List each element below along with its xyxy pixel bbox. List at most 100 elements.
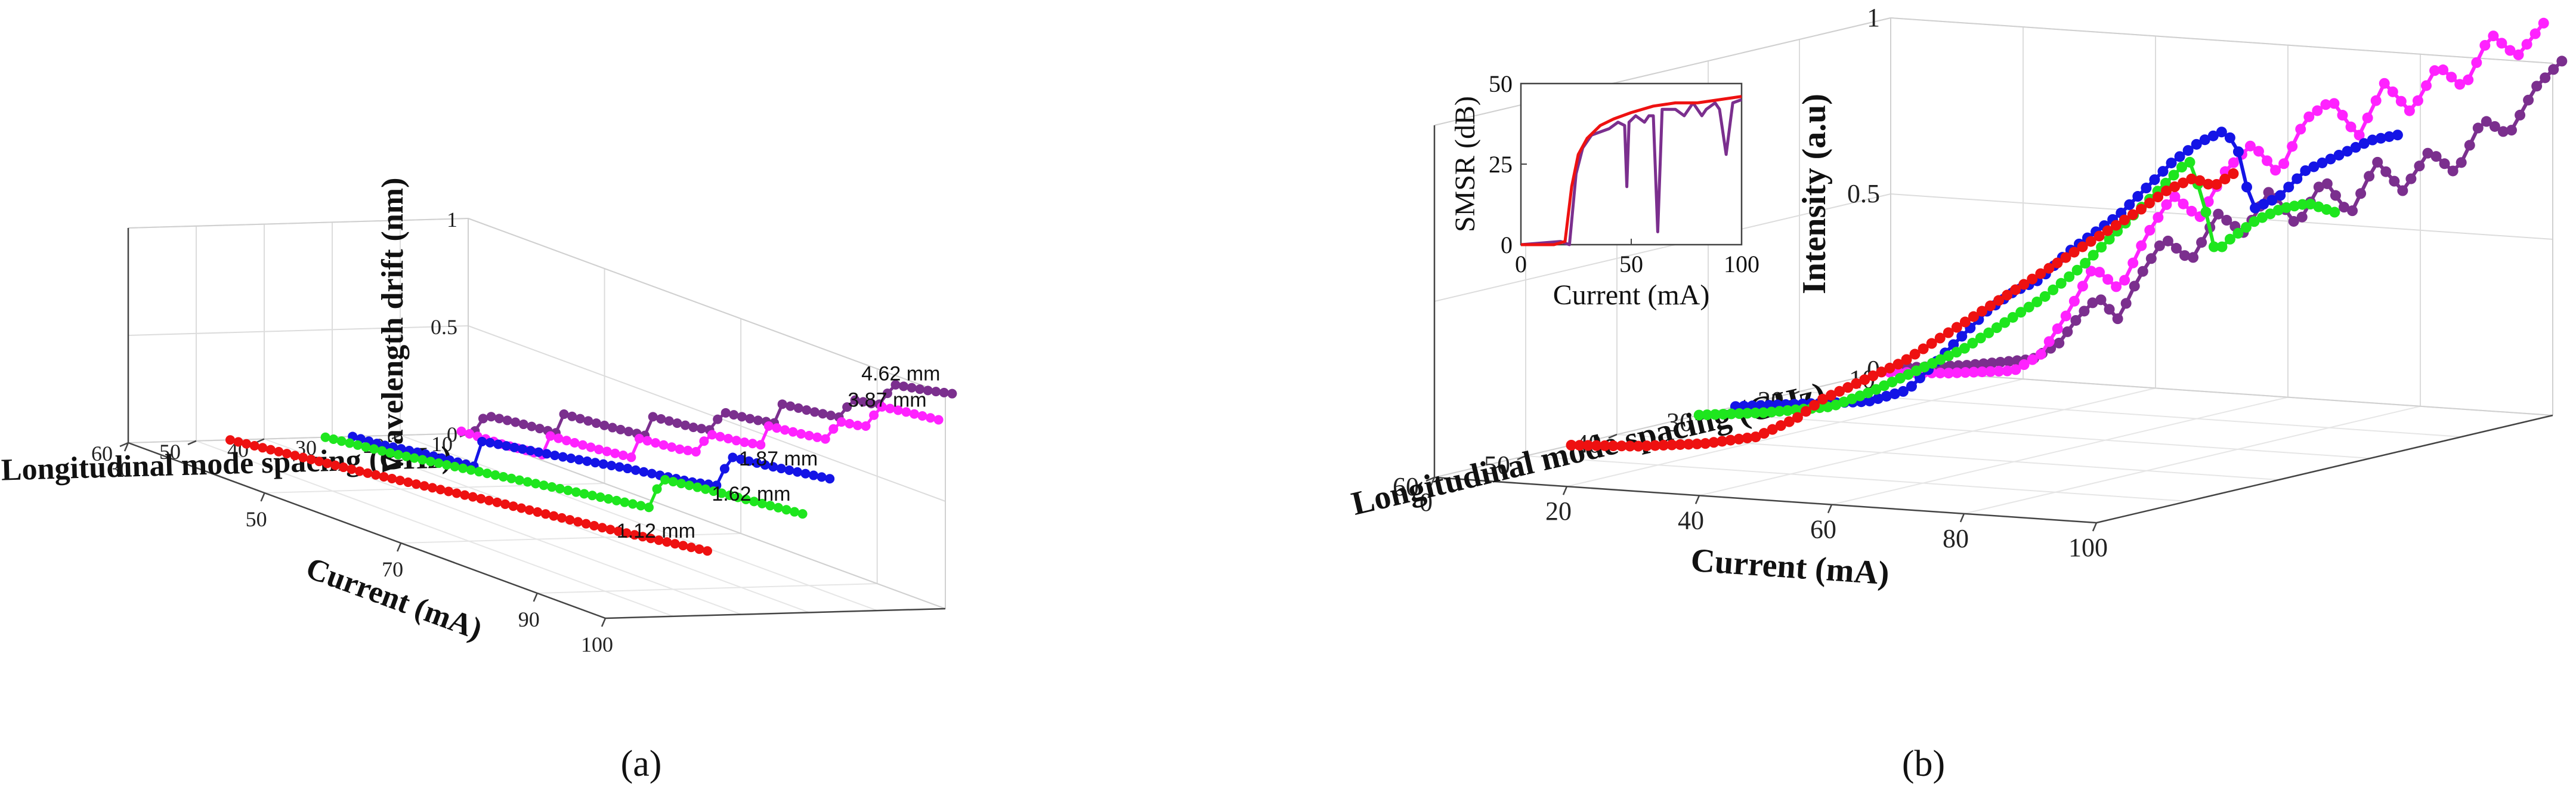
box-edge — [1890, 17, 2553, 64]
data-point — [2328, 98, 2340, 109]
data-point — [784, 465, 794, 476]
data-point — [574, 455, 584, 465]
data-point — [1968, 366, 1980, 378]
data-point — [699, 436, 709, 446]
data-point — [2228, 168, 2239, 179]
data-point — [812, 432, 822, 442]
data-point — [670, 539, 680, 549]
inset-y-tick-label: 0 — [1501, 232, 1513, 258]
data-point — [909, 409, 919, 419]
x-tick — [2092, 522, 2098, 532]
data-point — [2297, 199, 2308, 210]
data-point — [387, 474, 397, 484]
data-point — [869, 410, 879, 420]
data-point — [753, 415, 763, 425]
data-point — [1951, 347, 1962, 358]
data-point — [2112, 313, 2123, 325]
data-point — [723, 434, 734, 444]
data-point — [385, 448, 395, 458]
data-point — [2199, 134, 2210, 146]
data-point — [581, 519, 591, 529]
data-point — [401, 451, 412, 461]
data-point — [2145, 253, 2157, 264]
data-point — [586, 442, 596, 452]
data-point — [1878, 380, 1890, 391]
data-point — [2380, 166, 2392, 177]
data-point — [792, 467, 802, 477]
data-point — [818, 409, 828, 419]
data-point — [2224, 233, 2235, 245]
data-point — [1742, 408, 1753, 419]
data-point — [1894, 372, 1906, 384]
data-point — [2093, 230, 2105, 242]
data-point — [2188, 252, 2199, 263]
data-point — [1999, 317, 2011, 328]
data-point — [2364, 171, 2375, 182]
data-point — [2333, 149, 2345, 161]
data-point — [2119, 214, 2130, 226]
data-point — [2395, 95, 2407, 107]
data-point — [644, 502, 654, 513]
data-point — [736, 454, 746, 464]
data-point — [607, 422, 617, 433]
data-point — [2489, 121, 2500, 132]
data-point — [1591, 440, 1602, 451]
y-axis-line — [2096, 414, 2553, 524]
inset-x-tick-label: 50 — [1619, 251, 1643, 277]
data-point — [1800, 406, 1811, 417]
data-point — [2178, 198, 2189, 209]
data-point — [2169, 181, 2181, 192]
data-point — [1977, 366, 1988, 378]
data-point — [745, 414, 755, 424]
data-point — [1693, 409, 1705, 421]
data-point — [2347, 205, 2358, 217]
box-edge — [1434, 369, 1891, 478]
data-point — [2129, 280, 2140, 292]
data-point — [2094, 267, 2105, 278]
data-point — [369, 444, 379, 454]
data-point — [2166, 158, 2177, 169]
data-point — [556, 513, 567, 523]
data-point — [573, 517, 583, 527]
data-point — [2216, 127, 2227, 138]
data-point — [2102, 225, 2113, 236]
data-point — [1935, 354, 1946, 365]
data-point — [2062, 326, 2073, 337]
data-point — [788, 427, 798, 437]
data-point — [509, 442, 519, 452]
data-point — [377, 446, 387, 456]
data-point — [1717, 436, 1728, 447]
data-point — [2064, 271, 2075, 282]
data-point — [2055, 277, 2067, 289]
data-point — [2135, 203, 2147, 215]
data-point — [613, 526, 623, 536]
data-point — [715, 431, 725, 442]
data-point — [763, 421, 774, 431]
data-point — [577, 440, 587, 450]
data-point — [2355, 188, 2367, 199]
data-point — [2132, 191, 2144, 202]
data-point — [2196, 237, 2207, 248]
data-point — [2325, 153, 2336, 165]
data-point — [618, 451, 628, 461]
data-point — [490, 470, 500, 480]
data-point — [1993, 366, 2005, 377]
data-point — [553, 433, 564, 443]
data-point — [893, 405, 903, 415]
panel-b-caption: (b) — [1902, 744, 1945, 784]
data-point — [2241, 181, 2252, 193]
data-point — [2015, 307, 2027, 318]
data-point — [555, 483, 565, 494]
panel-b-inset-chart: 0 25 50 0 50 100 Current (mA) SMSR (dB) — [1449, 70, 1759, 311]
data-point — [2414, 161, 2425, 172]
data-point — [2127, 209, 2138, 220]
data-point — [2354, 129, 2365, 141]
series-1-12-mm — [1566, 168, 2239, 452]
data-point — [2149, 174, 2160, 186]
data-point — [1691, 438, 1703, 449]
data-point — [547, 482, 557, 492]
data-point — [1872, 393, 1884, 404]
data-point — [2253, 146, 2264, 157]
data-point — [1884, 362, 1895, 374]
data-point — [242, 439, 252, 449]
